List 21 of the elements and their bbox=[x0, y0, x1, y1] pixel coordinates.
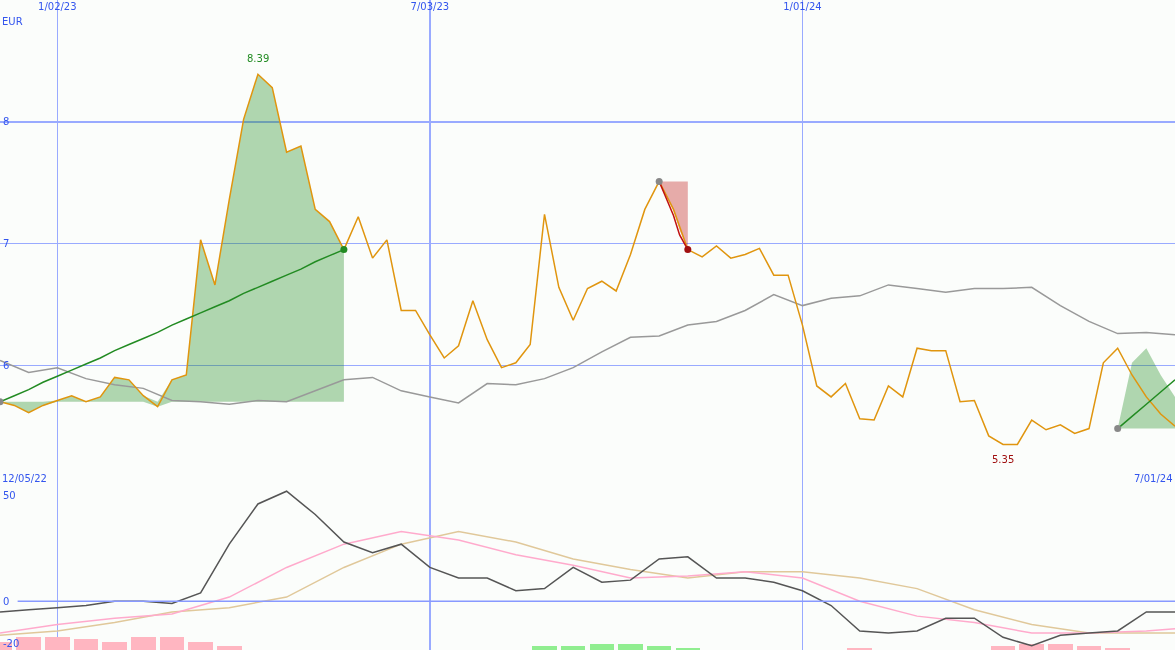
x-tick-label: 7/03/23 bbox=[410, 1, 450, 12]
y-tick-label: 0 bbox=[3, 595, 10, 607]
point bbox=[684, 246, 692, 254]
y-axis-title: EUR bbox=[2, 16, 23, 27]
y-tick-label: 8 bbox=[3, 116, 10, 128]
line-series bbox=[0, 284, 1175, 405]
point bbox=[655, 177, 663, 185]
y-tick-label: 6 bbox=[3, 359, 10, 371]
annotation: 7/01/24 bbox=[1134, 473, 1173, 484]
point bbox=[1114, 425, 1122, 433]
x-tick-label: 1/02/23 bbox=[38, 1, 77, 12]
y-tick-label: 50 bbox=[3, 489, 16, 501]
line-series bbox=[0, 73, 1175, 446]
y-tick-label: -20 bbox=[3, 638, 20, 650]
point bbox=[340, 246, 348, 254]
x-tick-label: 1/01/24 bbox=[783, 1, 822, 12]
annotation: 8.39 bbox=[247, 53, 270, 64]
line-series bbox=[0, 490, 1175, 647]
y-tick-label: 7 bbox=[3, 238, 10, 249]
annotation: 5.35 bbox=[992, 454, 1015, 465]
annotation: 12/05/22 bbox=[2, 473, 47, 484]
